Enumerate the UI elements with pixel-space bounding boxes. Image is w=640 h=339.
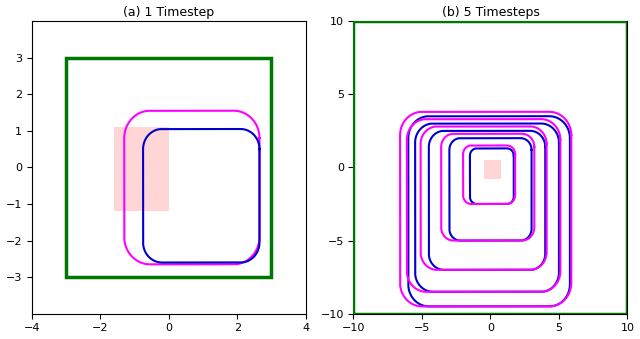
Title: (a) 1 Timestep: (a) 1 Timestep [123, 5, 214, 19]
Bar [484, 160, 501, 179]
Title: (b) 5 Timesteps: (b) 5 Timesteps [442, 5, 540, 19]
Bar [114, 127, 169, 211]
Bar [66, 58, 271, 277]
